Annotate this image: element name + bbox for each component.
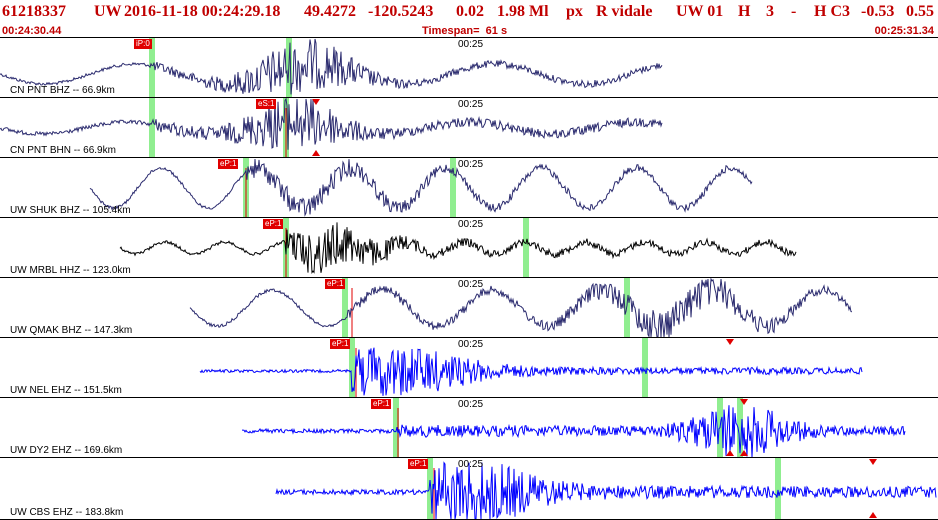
trace-panel[interactable]: eP:1 00:25 UW SHUK BHZ -- 105.4km bbox=[0, 158, 938, 218]
waveform-trace bbox=[199, 347, 863, 396]
station-label: UW NEL EHZ -- 151.5km bbox=[10, 385, 122, 396]
event-val2: 0.55 bbox=[906, 3, 934, 20]
waveform-plot bbox=[0, 38, 663, 98]
waveform-trace bbox=[275, 461, 937, 520]
phase-window-marker bbox=[393, 398, 399, 458]
panel-time-label: 00:25 bbox=[458, 339, 484, 350]
phase-window-marker bbox=[349, 338, 355, 398]
station-label: CN PNT BHN -- 66.9km bbox=[10, 145, 116, 156]
station-label: UW QMAK BHZ -- 147.3km bbox=[10, 325, 133, 336]
waveform-plot bbox=[0, 98, 663, 158]
panel-divider bbox=[0, 337, 938, 338]
timespan: Timespan= 61 s bbox=[422, 25, 508, 37]
panel-time-label: 00:25 bbox=[458, 99, 484, 110]
phase-window-marker bbox=[523, 218, 529, 278]
panel-divider bbox=[0, 217, 938, 218]
event-id: 61218337 bbox=[2, 3, 66, 20]
phase-pick-tag[interactable]: eP:1 bbox=[330, 339, 351, 349]
event-datetime: 2016-11-18 00:24:29.18 bbox=[124, 3, 281, 20]
event-author: R vidale bbox=[596, 3, 653, 20]
trace-panel[interactable]: iP:0 00:25 CN PNT BHZ -- 66.9km bbox=[0, 38, 938, 98]
event-summary-line: 61218337 UW 2016-11-18 00:24:29.18 49.42… bbox=[0, 1, 938, 23]
event-lon: -120.5243 bbox=[368, 3, 434, 20]
phase-pick-tag[interactable]: eP:1 bbox=[218, 159, 239, 169]
waveform-plot bbox=[199, 338, 863, 398]
phase-window-marker bbox=[149, 38, 155, 98]
trace-panel[interactable]: eP:1 00:25 UW MRBL HHZ -- 123.0km bbox=[0, 218, 938, 278]
phase-window-marker bbox=[342, 278, 348, 338]
phase-window-marker bbox=[450, 158, 456, 218]
event-header: 61218337 UW 2016-11-18 00:24:29.18 49.42… bbox=[0, 0, 938, 38]
phase-window-marker bbox=[775, 458, 781, 520]
amplitude-marker-down-icon bbox=[312, 99, 320, 105]
event-magnitude: 1.98 Ml bbox=[497, 3, 549, 20]
amplitude-marker-down-icon bbox=[726, 339, 734, 345]
event-flag1: H bbox=[738, 3, 751, 20]
event-network: UW bbox=[94, 3, 122, 20]
waveform-plot bbox=[275, 458, 937, 520]
trace-panel[interactable]: eP:1 00:25 UW DY2 EHZ -- 169.6km bbox=[0, 398, 938, 458]
panel-divider bbox=[0, 457, 938, 458]
phase-pick-tag[interactable]: eP:1 bbox=[371, 399, 392, 409]
waveform-trace bbox=[0, 38, 663, 95]
waveform-plot bbox=[89, 158, 753, 218]
waveform-trace bbox=[89, 158, 753, 217]
phase-window-marker bbox=[642, 338, 648, 398]
trace-panel[interactable]: eP:1 00:25 UW NEL EHZ -- 151.5km bbox=[0, 338, 938, 398]
panel-divider bbox=[0, 97, 938, 98]
panel-time-label: 00:25 bbox=[458, 399, 484, 410]
amplitude-marker-down-icon bbox=[869, 459, 877, 465]
start-time: 00:24:30.44 bbox=[2, 25, 62, 37]
event-dash: - bbox=[791, 3, 797, 20]
phase-pick-tag[interactable]: eP:1 bbox=[408, 459, 429, 469]
amplitude-marker-up-icon bbox=[740, 450, 748, 456]
waveform-trace bbox=[119, 222, 797, 274]
amplitude-marker-up-icon bbox=[726, 450, 734, 456]
trace-panel[interactable]: eP:1 00:25 UW CBS EHZ -- 183.8km bbox=[0, 458, 938, 520]
panel-time-label: 00:25 bbox=[458, 219, 484, 230]
trace-panel[interactable]: eS:1 00:25 CN PNT BHN -- 66.9km bbox=[0, 98, 938, 158]
amplitude-marker-up-icon bbox=[312, 150, 320, 156]
event-type: px bbox=[566, 3, 583, 20]
station-label: UW DY2 EHZ -- 169.6km bbox=[10, 445, 123, 456]
waveform-plot bbox=[119, 218, 797, 278]
panel-time-label: 00:25 bbox=[458, 159, 484, 170]
amplitude-marker-down-icon bbox=[740, 399, 748, 405]
phase-pick-tag[interactable]: eS:1 bbox=[256, 99, 277, 109]
header-divider bbox=[0, 37, 938, 38]
event-flag2: H C3 bbox=[814, 3, 850, 20]
amplitude-marker-up-icon bbox=[869, 512, 877, 518]
panel-divider bbox=[0, 277, 938, 278]
phase-pick-tag[interactable]: eP:1 bbox=[325, 279, 346, 289]
event-val1: -0.53 bbox=[861, 3, 895, 20]
panel-time-label: 00:25 bbox=[458, 39, 484, 50]
phase-window-marker bbox=[427, 458, 433, 520]
event-source: UW 01 bbox=[676, 3, 724, 20]
station-label: CN PNT BHZ -- 66.9km bbox=[10, 85, 115, 96]
panel-divider bbox=[0, 397, 938, 398]
event-depth: 0.02 bbox=[456, 3, 484, 20]
phase-pick-tag[interactable]: iP:0 bbox=[134, 39, 152, 49]
phase-pick-tag[interactable]: eP:1 bbox=[263, 219, 284, 229]
waveform-plot bbox=[189, 278, 853, 338]
station-label: UW CBS EHZ -- 183.8km bbox=[10, 507, 124, 518]
trace-panel[interactable]: eP:1 00:25 UW QMAK BHZ -- 147.3km bbox=[0, 278, 938, 338]
phase-window-marker bbox=[737, 398, 743, 458]
phase-window-marker bbox=[149, 98, 155, 158]
end-time: 00:25:31.34 bbox=[874, 25, 934, 37]
waveform-trace bbox=[189, 278, 853, 338]
waveform-plot bbox=[242, 398, 906, 458]
panel-time-label: 00:25 bbox=[458, 459, 484, 470]
station-label: UW MRBL HHZ -- 123.0km bbox=[10, 265, 131, 276]
waveform-trace bbox=[242, 405, 906, 458]
waveform-trace bbox=[0, 98, 663, 150]
station-label: UW SHUK BHZ -- 105.4km bbox=[10, 205, 131, 216]
seismogram-panels: iP:0 00:25 CN PNT BHZ -- 66.9km eS:1 00:25 CN… bbox=[0, 38, 938, 520]
event-lat: 49.4272 bbox=[304, 3, 356, 20]
panel-time-label: 00:25 bbox=[458, 279, 484, 290]
event-count: 3 bbox=[766, 3, 774, 20]
panel-divider bbox=[0, 157, 938, 158]
